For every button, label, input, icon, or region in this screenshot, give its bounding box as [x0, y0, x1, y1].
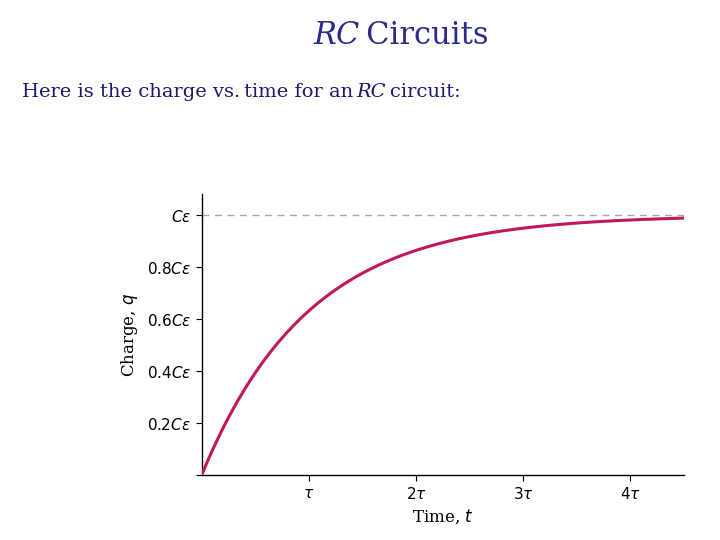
- Text: Here is the charge vs. time for an: Here is the charge vs. time for an: [22, 83, 356, 101]
- X-axis label: Time, $t$: Time, $t$: [412, 507, 474, 525]
- Text: circuit:: circuit:: [386, 83, 461, 101]
- Y-axis label: Charge, $q$: Charge, $q$: [119, 293, 140, 377]
- Text: RC: RC: [314, 19, 360, 51]
- Text: Circuits: Circuits: [360, 19, 489, 51]
- Text: RC: RC: [356, 83, 386, 101]
